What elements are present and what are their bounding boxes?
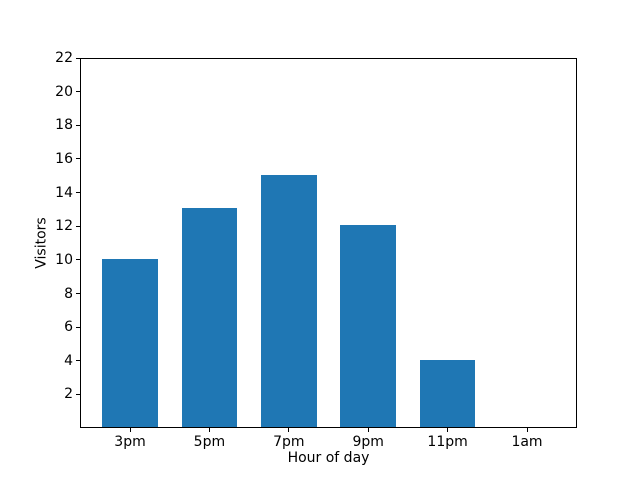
y-tick-mark: [76, 293, 80, 294]
x-tick-mark: [208, 428, 210, 432]
bar-5pm: [181, 208, 238, 427]
x-tick-label: 11pm: [427, 434, 468, 450]
y-tick-label: 6: [64, 319, 73, 336]
y-tick-label: 22: [55, 50, 73, 66]
y-tick-label: 10: [55, 251, 73, 268]
x-tick-label: 5pm: [193, 434, 226, 450]
y-tick-label: 18: [55, 117, 73, 134]
y-tick-mark: [76, 326, 80, 328]
y-tick-mark: [76, 360, 80, 362]
y-tick-mark: [76, 57, 80, 59]
y-tick-mark: [76, 393, 80, 395]
y-tick-label: 14: [55, 184, 73, 201]
y-tick-mark: [76, 192, 80, 193]
y-tick-label: 12: [55, 218, 73, 235]
y-tick-label: 20: [55, 83, 73, 100]
y-tick-mark: [76, 225, 80, 227]
x-tick-mark: [526, 428, 528, 432]
y-tick-mark: [76, 124, 80, 126]
plot-area: [80, 58, 577, 428]
x-tick-mark: [447, 428, 449, 432]
x-tick-label: 3pm: [114, 434, 146, 450]
x-tick-label: 7pm: [273, 434, 305, 450]
y-tick-label: 16: [55, 150, 73, 167]
bar-9pm: [340, 225, 396, 427]
y-tick-mark: [76, 259, 80, 261]
x-tick-mark: [288, 428, 290, 432]
y-tick-label: 8: [64, 285, 73, 302]
y-tick-mark: [76, 158, 80, 160]
bar-11pm: [419, 359, 476, 427]
y-tick-label: 4: [64, 352, 73, 369]
x-tick-label: 1am: [511, 434, 543, 450]
x-tick-mark: [367, 428, 369, 432]
y-axis-label: Visitors: [33, 217, 50, 269]
x-tick-mark: [129, 428, 131, 432]
x-axis-label: Hour of day: [287, 450, 370, 466]
y-tick-label: 2: [64, 386, 73, 403]
bar-3pm: [102, 258, 158, 427]
x-tick-label: 9pm: [352, 434, 384, 450]
bar-7pm: [261, 174, 317, 427]
y-tick-mark: [76, 91, 80, 93]
